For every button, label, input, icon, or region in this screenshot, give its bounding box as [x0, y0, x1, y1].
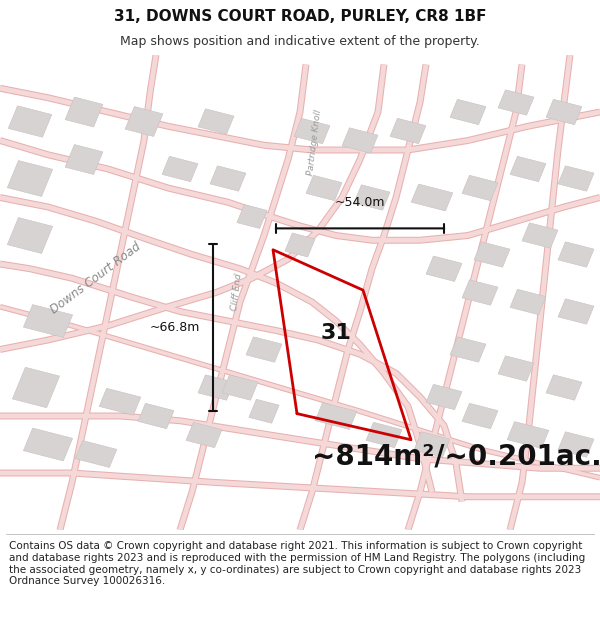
Text: Downs Court Road: Downs Court Road: [49, 240, 143, 316]
Text: ~66.8m: ~66.8m: [149, 321, 200, 334]
Bar: [198, 375, 234, 400]
Bar: [462, 280, 498, 305]
Bar: [558, 166, 594, 191]
Bar: [366, 422, 402, 447]
Bar: [315, 402, 357, 429]
Bar: [294, 118, 330, 144]
Bar: [411, 184, 453, 211]
Bar: [65, 144, 103, 174]
Bar: [198, 109, 234, 134]
Bar: [99, 388, 141, 415]
Bar: [23, 304, 73, 338]
Bar: [390, 118, 426, 144]
Bar: [426, 384, 462, 410]
Bar: [7, 217, 53, 254]
Bar: [285, 233, 315, 257]
Bar: [510, 289, 546, 315]
Text: ~814m²/~0.201ac.: ~814m²/~0.201ac.: [312, 442, 600, 471]
Bar: [237, 204, 267, 229]
Bar: [558, 432, 594, 457]
Text: Contains OS data © Crown copyright and database right 2021. This information is : Contains OS data © Crown copyright and d…: [9, 541, 585, 586]
Bar: [354, 185, 390, 210]
Bar: [162, 156, 198, 182]
Text: Cliff End: Cliff End: [230, 273, 244, 312]
Bar: [546, 375, 582, 400]
Bar: [474, 242, 510, 268]
Bar: [414, 432, 450, 457]
Bar: [125, 106, 163, 136]
Bar: [546, 99, 582, 125]
Bar: [462, 403, 498, 429]
Text: 31, DOWNS COURT ROAD, PURLEY, CR8 1BF: 31, DOWNS COURT ROAD, PURLEY, CR8 1BF: [114, 9, 486, 24]
Bar: [75, 441, 117, 468]
Bar: [306, 175, 342, 201]
Bar: [507, 421, 549, 449]
Bar: [210, 166, 246, 191]
Bar: [522, 222, 558, 248]
Bar: [246, 337, 282, 362]
Bar: [498, 356, 534, 381]
Bar: [222, 375, 258, 400]
Bar: [450, 337, 486, 362]
Bar: [426, 256, 462, 281]
Bar: [13, 368, 59, 408]
Bar: [8, 106, 52, 138]
Bar: [249, 399, 279, 423]
Bar: [558, 242, 594, 268]
Bar: [510, 156, 546, 182]
Bar: [7, 161, 53, 196]
Text: Partridge Knoll: Partridge Knoll: [307, 109, 323, 176]
Bar: [138, 403, 174, 429]
Bar: [65, 97, 103, 127]
Bar: [23, 428, 73, 461]
Bar: [558, 299, 594, 324]
Bar: [462, 175, 498, 201]
Text: ~54.0m: ~54.0m: [335, 196, 385, 209]
Text: 31: 31: [320, 323, 352, 343]
Bar: [342, 127, 378, 153]
Text: Map shows position and indicative extent of the property.: Map shows position and indicative extent…: [120, 35, 480, 48]
Bar: [186, 422, 222, 447]
Bar: [450, 99, 486, 125]
Bar: [498, 90, 534, 115]
